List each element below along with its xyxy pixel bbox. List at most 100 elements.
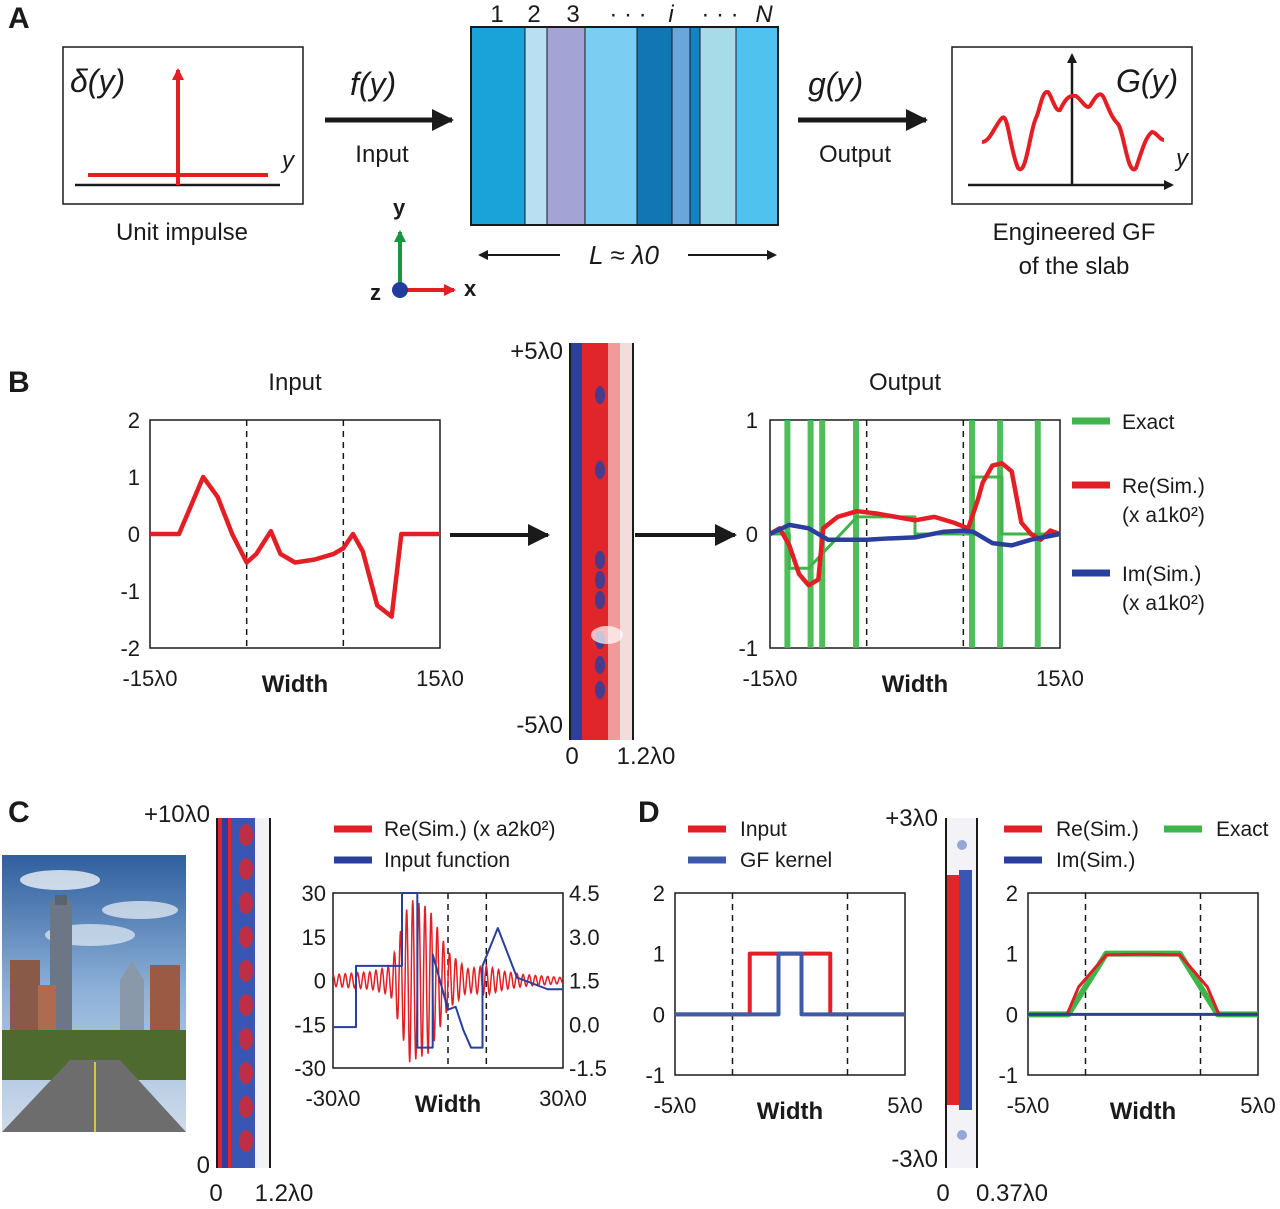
d-legend-exact: Exact	[1216, 818, 1269, 841]
y-tick-label: 1	[653, 942, 665, 967]
panel-letter-a: A	[8, 2, 30, 35]
slab-layer-1	[470, 26, 526, 226]
exact-spike	[807, 420, 814, 648]
x-tick-label: -15λ0	[122, 666, 177, 691]
photo-frost-tower	[120, 960, 144, 1040]
output-label: Output	[819, 141, 891, 168]
photo-cloud	[20, 870, 100, 890]
y-tick-label: 0	[1006, 1002, 1018, 1027]
field-c-blobs	[239, 824, 253, 1152]
field-b-blob	[595, 461, 605, 479]
y-left-tick-label: 30	[302, 881, 326, 906]
y-tick-label: 1	[128, 465, 140, 490]
plot-frame	[674, 892, 906, 1076]
y-tick-label: 2	[653, 881, 665, 906]
axis-y-label: y	[393, 195, 406, 220]
impulse-caption: Unit impulse	[116, 219, 248, 246]
impulse-box	[62, 46, 304, 205]
axis-z-label: z	[370, 280, 381, 305]
y-tick-label: 1	[1006, 942, 1018, 967]
c-slab-x1-label: 1.2λ0	[255, 1180, 314, 1207]
gf-caption-line-2: of the slab	[1019, 253, 1130, 280]
chart-title: Output	[869, 369, 941, 396]
field-c-blob	[239, 960, 253, 982]
field-b-red-band	[582, 343, 608, 740]
x-axis-label: Width	[882, 671, 948, 698]
field-c-blob	[239, 824, 253, 846]
slab-layer-2	[524, 26, 548, 226]
x-tick-label: 15λ0	[1036, 666, 1084, 691]
city-photo	[2, 855, 186, 1132]
slab-layer-5	[636, 26, 673, 226]
gf-symbol: G(y)	[1116, 63, 1178, 99]
layer-label: · · ·	[609, 1, 646, 28]
field-b-blob	[595, 681, 605, 699]
y-tick-label: -1	[998, 1063, 1018, 1088]
slab-layer-6	[671, 26, 691, 226]
field-b-blue-band	[570, 343, 582, 740]
c-legend: Re(Sim.) (x a2k0²) Input function	[334, 818, 556, 872]
x-tick-label: -30λ0	[305, 1086, 360, 1111]
y-tick-label: 2	[1006, 881, 1018, 906]
panel-letter-d: D	[638, 796, 660, 829]
y-right-tick-label: 4.5	[569, 881, 600, 906]
panel-a: δ(y) y Unit impulse f(y) Input 1 2 3 · · · i…	[62, 1, 1193, 305]
slab-field-b: +5λ0 -5λ0 0 1.2λ0	[510, 338, 675, 770]
slab-field-c: +10λ0 0 0 1.2λ0	[144, 801, 313, 1207]
layer-label: N	[755, 1, 773, 28]
photo-cloud	[102, 901, 178, 919]
b-slab-top-label: +5λ0	[510, 338, 563, 365]
gf-kernel-curve	[675, 951, 905, 1017]
field-d-blob	[957, 1130, 967, 1140]
y-tick-label: 2	[128, 408, 140, 433]
chart-b-input: 2 1 0 -1 -2 -15λ0 15λ0 Width Input	[120, 369, 463, 698]
panel-c: +10λ0 0 0 1.2λ0 Re(Sim.) (x a2k0²) Input…	[2, 801, 607, 1207]
d-legend-re: Re(Sim.)	[1056, 818, 1139, 841]
b-slab-bottom-label: -5λ0	[516, 712, 563, 739]
panel-b: 2 1 0 -1 -2 -15λ0 15λ0 Width Input +5λ0 -5λ0 0 1…	[120, 338, 1204, 770]
re-sim-oscillation	[332, 900, 564, 1063]
plot-frame	[1027, 892, 1259, 1076]
x-tick-label: 5λ0	[887, 1093, 922, 1118]
b-slab-x1-label: 1.2λ0	[617, 743, 676, 770]
gf-axis-label: y	[1174, 145, 1190, 172]
field-b-blobs	[591, 386, 623, 699]
field-d-red-band	[946, 875, 959, 1105]
chart-d-left: 2 1 0 -1 -5λ0 5λ0 Width	[645, 881, 922, 1125]
gf-curve	[981, 90, 1165, 172]
panel-letter-b: B	[8, 366, 30, 399]
slab-layer-3	[546, 26, 586, 226]
d-legend-im: Im(Sim.)	[1056, 849, 1135, 872]
field-b-pink-band	[608, 343, 620, 740]
y-tick-label: 0	[746, 522, 758, 547]
field-b-blob	[591, 626, 623, 644]
field-c-blob	[239, 994, 253, 1016]
field-c-blob	[239, 926, 253, 948]
field-b-blob	[595, 571, 605, 589]
layer-labels: 1 2 3 · · · i · · · N	[490, 1, 773, 28]
exact-spike	[997, 420, 1004, 648]
field-c-blob	[239, 1130, 253, 1152]
field-d-blue-band	[959, 870, 972, 1110]
exact-spike	[853, 420, 860, 648]
impulse-axis-label: y	[280, 147, 296, 174]
impulse-symbol: δ(y)	[70, 63, 125, 99]
y-tick-label: -1	[738, 636, 758, 661]
field-b-blob	[595, 591, 605, 609]
c-legend-re: Re(Sim.) (x a2k0²)	[384, 818, 556, 841]
d-legend-input: Input	[740, 818, 787, 841]
photo-building	[10, 960, 40, 1040]
panel-d: Input GF kernel 2 1 0 -1 -5λ0 5λ0 Width +3λ0 -…	[645, 805, 1275, 1207]
b-legend-im: Im(Sim.)	[1122, 563, 1201, 586]
input-label: Input	[355, 141, 409, 168]
field-c-blue-core	[222, 818, 228, 1168]
plot-frame	[149, 419, 441, 649]
input-symbol: f(y)	[350, 66, 396, 102]
y-right-tick-label: 1.5	[569, 969, 600, 994]
slab-outline	[470, 26, 779, 226]
x-tick-label: 5λ0	[1240, 1093, 1275, 1118]
field-b-blob	[595, 386, 605, 404]
y-tick-label: 1	[746, 408, 758, 433]
x-tick-label: -5λ0	[1007, 1093, 1050, 1118]
